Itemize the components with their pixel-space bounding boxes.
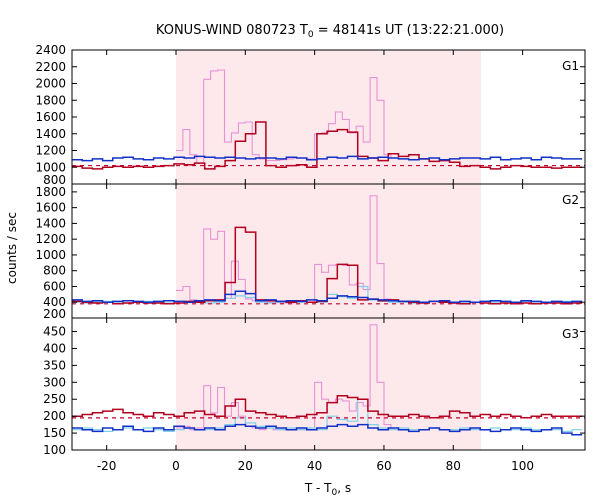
chart-title-main: KONUS-WIND 080723 T [156,23,308,38]
y-tick-label: 2000 [35,77,66,91]
chart-title: KONUS-WIND 080723 T0 = 48141s UT (13:22:… [156,23,504,40]
series-g3-blue [72,423,583,436]
y-tick-label: 1000 [35,160,66,174]
y-tick-label: 400 [43,341,66,355]
burst-interval-highlight-g2 [175,184,482,318]
y-tick-label: 200 [43,307,66,321]
y-tick-label: 150 [43,426,66,440]
panel-label-g2: G2 [562,193,579,207]
y-tick-label: 1000 [35,248,66,262]
y-tick-label: 200 [43,409,66,423]
series-g1-blue [72,155,583,162]
y-tick-label: 1200 [35,144,66,158]
y-tick-label: 300 [43,375,66,389]
y-tick-label: 1600 [35,110,66,124]
series-g2-blue [72,290,583,303]
y-tick-label: 1800 [35,185,66,199]
y-tick-label: 600 [43,279,66,293]
x-axis-label-main: T - T [304,481,332,495]
y-tick-label: 250 [43,392,66,406]
x-tick-label: 100 [511,459,534,473]
panel-frame-g3 [71,317,586,451]
x-axis-label-subscript: 0 [332,488,338,498]
y-tick-label: 350 [43,358,66,372]
x-axis-label-rest: , s [337,481,351,495]
x-tick-label: 20 [238,459,253,473]
plot-panels: 80010001200140016001800200022002400G1200… [35,43,586,473]
y-tick-label: 450 [43,325,66,339]
x-tick-label: 80 [446,459,461,473]
panel-label-g3: G3 [562,327,579,341]
y-tick-label: 400 [43,295,66,309]
y-tick-label: 2200 [35,60,66,74]
series-g1-red [72,121,583,170]
x-tick-label: 0 [172,459,180,473]
x-axis-label: T - T0, s [304,481,351,498]
y-tick-label: 1400 [35,216,66,230]
x-tick-label: -20 [97,459,117,473]
x-tick-label: 40 [307,459,322,473]
y-tick-label: 1400 [35,127,66,141]
y-tick-label: 100 [43,443,66,457]
chart-title-rest: = 48141s UT (13:22:21.000) [314,23,504,38]
y-tick-label: 800 [43,264,66,278]
series-g3-red [72,395,583,419]
x-tick-label: 60 [376,459,391,473]
series-g2-hires [176,195,398,304]
panel-g3: 100 150 200 250 300 350 400 450 G3 [43,317,586,457]
y-axis-label: counts / sec [5,212,19,284]
y-tick-label: 2400 [35,43,66,57]
chart-title-subscript: 0 [308,30,314,40]
y-tick-label: 1600 [35,201,66,215]
panel-label-g1: G1 [562,59,579,73]
y-tick-label: 1800 [35,93,66,107]
y-tick-label: 1200 [35,232,66,246]
y-tick-label: 800 [43,173,66,187]
